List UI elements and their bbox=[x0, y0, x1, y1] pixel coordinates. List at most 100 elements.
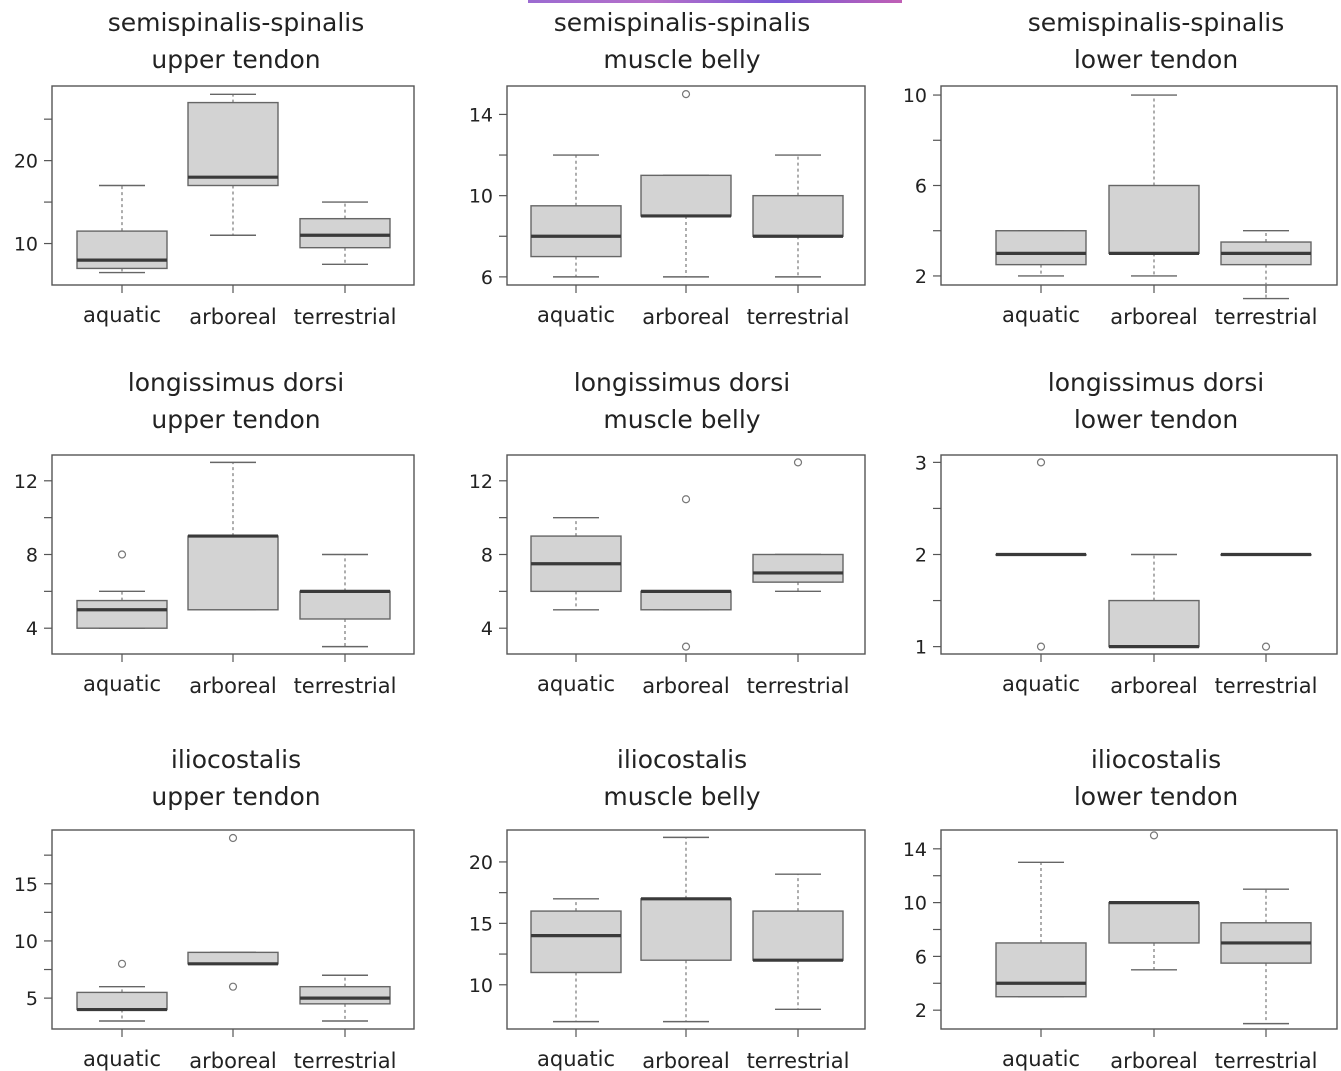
x-category-label: arboreal bbox=[1110, 1049, 1197, 1071]
boxplot-svg: semispinalis-spinalis upper tendon 10 20 aqu… bbox=[14, 8, 415, 329]
y-tick-label: 8 bbox=[481, 545, 493, 567]
outlier-point bbox=[1149, 831, 1159, 840]
iqr-box bbox=[640, 590, 732, 611]
boxplot-svg: iliocostalis muscle belly 10 15 20 aquatic arb… bbox=[469, 745, 866, 1071]
boxplot-panel: iliocostalis upper tendon 5 10 15 aquatic arbo… bbox=[0, 737, 447, 1071]
boxplot-svg: longissimus dorsi muscle belly 4 8 12 aquatic… bbox=[469, 368, 866, 698]
x-category-label: terrestrial bbox=[747, 1049, 850, 1071]
x-category-label: terrestrial bbox=[1215, 305, 1318, 329]
y-tick-label: 20 bbox=[469, 852, 493, 874]
x-category-label: arboreal bbox=[642, 1049, 729, 1071]
boxplot-panel: longissimus dorsi lower tendon 1 2 3 aquatic a… bbox=[894, 360, 1341, 698]
y-tick-label: 6 bbox=[915, 176, 927, 198]
boxplot-panel: iliocostalis muscle belly 10 15 20 aquatic arb… bbox=[447, 737, 894, 1071]
chart-title-line: lower tendon bbox=[1074, 45, 1238, 74]
x-category-label: terrestrial bbox=[1215, 1049, 1318, 1071]
boxplot-panel: semispinalis-spinalis upper tendon 10 20 aqu… bbox=[0, 0, 447, 334]
boxplot-svg: semispinalis-spinalis lower tendon 2 6 10 aqu… bbox=[903, 8, 1338, 329]
y-tick-label: 6 bbox=[481, 267, 493, 289]
boxplot-svg: semispinalis-spinalis muscle belly 6 10 14 aq… bbox=[469, 8, 866, 329]
iqr-box bbox=[1108, 184, 1200, 255]
chart-title-line: longissimus dorsi bbox=[574, 368, 790, 397]
outlier-point bbox=[1036, 642, 1046, 651]
x-category-label: aquatic bbox=[537, 672, 615, 696]
iqr-box bbox=[76, 599, 168, 629]
iqr-box bbox=[640, 898, 732, 961]
y-tick-label: 2 bbox=[915, 545, 927, 567]
y-tick-label: 10 bbox=[469, 186, 493, 208]
iqr-box bbox=[752, 553, 844, 583]
chart-title-line: lower tendon bbox=[1074, 405, 1238, 434]
boxplot-svg: iliocostalis upper tendon 5 10 15 aquatic arbo… bbox=[14, 745, 415, 1071]
x-category-label: aquatic bbox=[1002, 303, 1080, 327]
y-tick-label: 10 bbox=[14, 931, 38, 953]
y-tick-label: 15 bbox=[469, 913, 493, 935]
x-category-label: arboreal bbox=[189, 674, 276, 698]
x-category-label: aquatic bbox=[1002, 672, 1080, 696]
outlier-point bbox=[1036, 458, 1046, 467]
x-category-label: aquatic bbox=[537, 303, 615, 327]
y-tick-label: 4 bbox=[481, 618, 493, 640]
chart-title-line: iliocostalis bbox=[171, 745, 301, 774]
boxplot-panel: semispinalis-spinalis muscle belly 6 10 14 aq… bbox=[447, 0, 894, 334]
x-category-label: terrestrial bbox=[294, 305, 397, 329]
iqr-box bbox=[299, 217, 391, 249]
chart-title-line: semispinalis-spinalis bbox=[554, 8, 811, 37]
x-category-label: aquatic bbox=[83, 1047, 161, 1071]
y-tick-label: 12 bbox=[14, 471, 38, 493]
y-tick-label: 2 bbox=[915, 1000, 927, 1022]
chart-title-line: lower tendon bbox=[1074, 782, 1238, 811]
y-tick-label: 14 bbox=[903, 839, 927, 861]
x-category-label: terrestrial bbox=[747, 674, 850, 698]
y-tick-label: 8 bbox=[26, 545, 38, 567]
y-tick-label: 5 bbox=[26, 988, 38, 1010]
y-tick-label: 10 bbox=[14, 234, 38, 256]
x-category-label: arboreal bbox=[189, 1049, 276, 1071]
iqr-box bbox=[530, 205, 622, 258]
y-tick-label: 20 bbox=[14, 151, 38, 173]
x-category-label: terrestrial bbox=[294, 674, 397, 698]
chart-title-line: upper tendon bbox=[151, 405, 320, 434]
chart-title-line: iliocostalis bbox=[1091, 745, 1221, 774]
outlier-point bbox=[117, 550, 127, 559]
x-category-label: aquatic bbox=[83, 672, 161, 696]
outlier-point bbox=[228, 982, 238, 991]
iqr-box bbox=[187, 101, 279, 187]
x-category-label: terrestrial bbox=[747, 305, 850, 329]
chart-title-line: muscle belly bbox=[603, 782, 760, 811]
x-category-label: terrestrial bbox=[294, 1049, 397, 1071]
y-tick-label: 6 bbox=[915, 946, 927, 968]
outlier-point bbox=[681, 642, 691, 651]
outlier-point bbox=[228, 833, 238, 843]
y-tick-label: 2 bbox=[915, 266, 927, 288]
boxplot-svg: longissimus dorsi upper tendon 4 8 12 aquatic… bbox=[14, 368, 415, 698]
x-category-label: arboreal bbox=[1110, 674, 1197, 698]
iqr-box bbox=[76, 991, 168, 1011]
iqr-box bbox=[640, 174, 732, 217]
iqr-box bbox=[187, 535, 279, 611]
chart-title-line: muscle belly bbox=[603, 405, 760, 434]
y-tick-label: 12 bbox=[469, 471, 493, 493]
y-tick-label: 10 bbox=[903, 893, 927, 915]
x-category-label: arboreal bbox=[642, 674, 729, 698]
chart-title-line: longissimus dorsi bbox=[1048, 368, 1264, 397]
y-tick-label: 3 bbox=[915, 452, 927, 474]
x-category-label: arboreal bbox=[1110, 305, 1197, 329]
top-decoration-strip bbox=[528, 0, 902, 3]
boxplot-panel: longissimus dorsi upper tendon 4 8 12 aquatic… bbox=[0, 360, 447, 698]
outlier-point bbox=[793, 458, 803, 467]
x-category-label: terrestrial bbox=[1215, 674, 1318, 698]
x-category-label: aquatic bbox=[83, 303, 161, 327]
boxplot-svg: iliocostalis lower tendon 2 6 10 14 aquatic arb… bbox=[903, 745, 1338, 1071]
iqr-box bbox=[752, 910, 844, 961]
iqr-box bbox=[530, 910, 622, 974]
iqr-box bbox=[299, 985, 391, 1005]
y-tick-label: 10 bbox=[903, 85, 927, 107]
chart-title-line: iliocostalis bbox=[617, 745, 747, 774]
y-tick-label: 10 bbox=[469, 975, 493, 997]
x-category-label: arboreal bbox=[189, 305, 276, 329]
outlier-point bbox=[681, 495, 691, 504]
boxplot-svg: longissimus dorsi lower tendon 1 2 3 aquatic a… bbox=[915, 368, 1338, 698]
iqr-box bbox=[299, 590, 391, 620]
